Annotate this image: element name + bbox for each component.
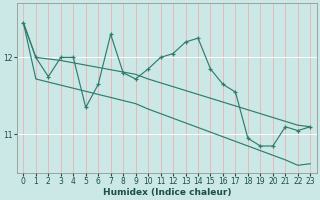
X-axis label: Humidex (Indice chaleur): Humidex (Indice chaleur) bbox=[103, 188, 231, 197]
